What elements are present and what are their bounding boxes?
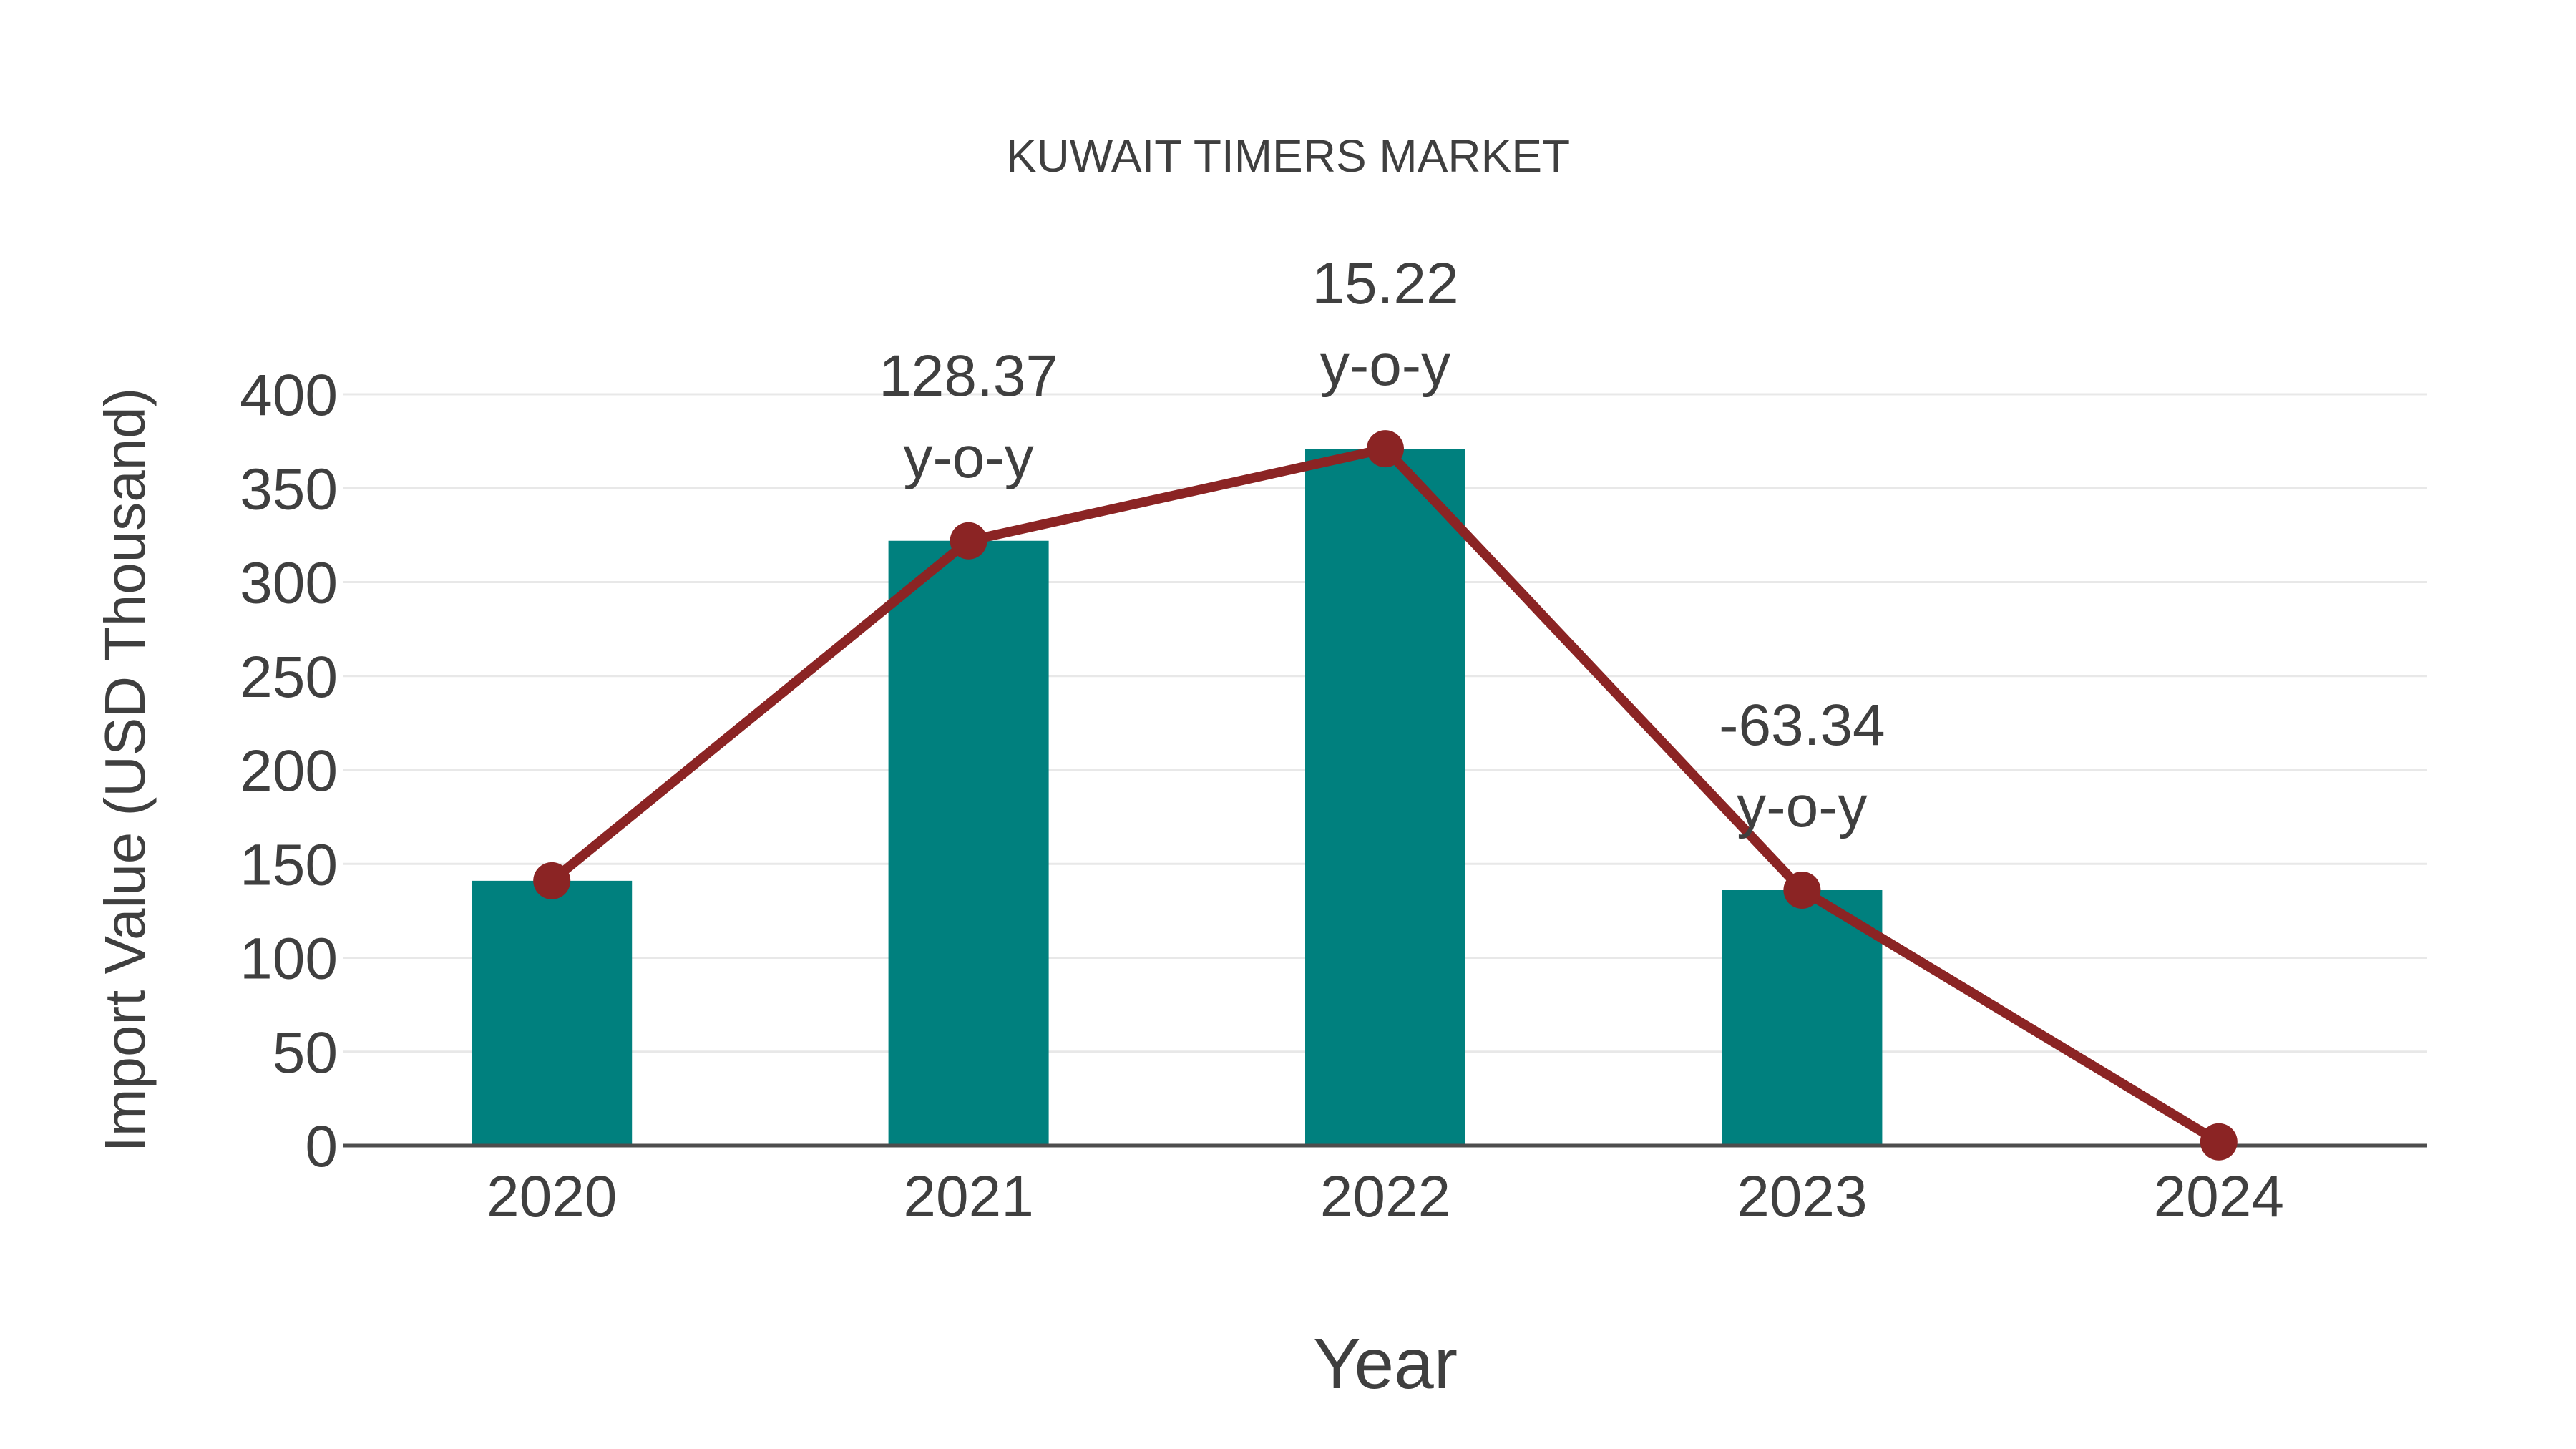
bar-series [472,449,1883,1146]
annotation-value-2023: -63.34 [1719,693,1885,758]
x-tick-label-2021: 2021 [903,1164,1033,1229]
chart-title: KUWAIT TIMERS MARKET [1006,130,1570,182]
annotation-label-2022: y-o-y [1320,333,1450,398]
y-tick-label-100: 100 [240,927,338,992]
trend-point-2020 [533,862,571,899]
y-tick-label-350: 350 [240,457,338,522]
x-axis-title: Year [1313,1324,1458,1404]
annotation-value-2021: 128.37 [879,343,1058,409]
y-tick-label-200: 200 [240,738,338,804]
y-axis-title: Import Value (USD Thousand) [93,388,157,1153]
bar-2023 [1722,890,1883,1146]
y-tick-label-300: 300 [240,551,338,616]
bar-2020 [472,880,633,1146]
trend-point-2021 [950,522,987,560]
y-tick-label-250: 250 [240,645,338,710]
x-tick-label-2023: 2023 [1737,1164,1867,1229]
x-tick-label-2020: 2020 [487,1164,617,1229]
line-series [533,430,2238,1161]
annotation-label-2021: y-o-y [903,425,1033,490]
bar-2021 [888,540,1049,1146]
trend-point-2024 [2200,1123,2238,1161]
bar-2022 [1305,449,1465,1146]
y-axis-tick-labels: 0 50 100 150 200 250 300 350 400 [240,363,338,1179]
x-tick-label-2024: 2024 [2154,1164,2284,1229]
x-axis-tick-labels: 2020 2021 2022 2023 2024 [487,1164,2284,1229]
y-tick-label-400: 400 [240,363,338,428]
trend-point-2022 [1367,430,1404,468]
annotation-label-2023: y-o-y [1737,774,1867,839]
y-tick-label-150: 150 [240,832,338,897]
y-tick-label-50: 50 [273,1020,338,1085]
annotation-value-2022: 15.22 [1312,251,1458,316]
y-tick-label-0: 0 [305,1114,338,1179]
trend-point-2023 [1783,872,1821,909]
annotations: 128.37 y-o-y 15.22 y-o-y -63.34 y-o-y [879,251,1885,839]
x-tick-label-2022: 2022 [1320,1164,1450,1229]
